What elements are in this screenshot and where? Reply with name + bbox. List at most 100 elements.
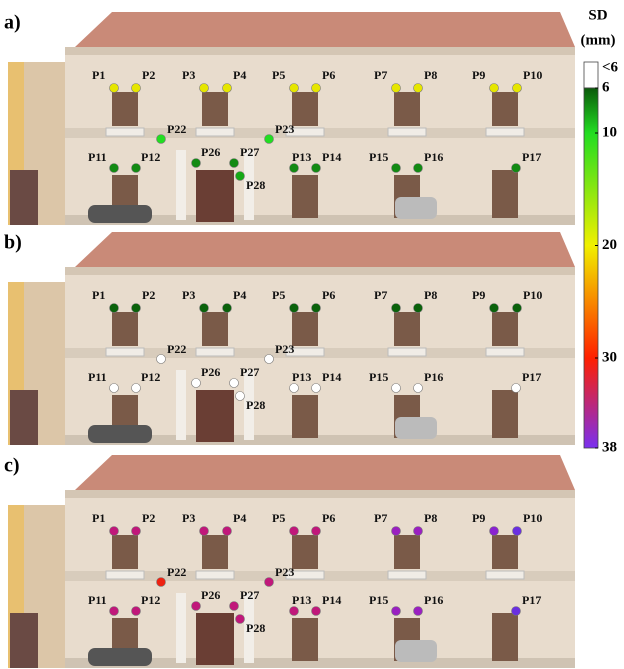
point-label: P9 bbox=[472, 511, 485, 525]
window bbox=[292, 92, 318, 126]
panel-label: b) bbox=[4, 232, 22, 254]
point-label: P10 bbox=[523, 511, 542, 525]
control-point bbox=[230, 602, 239, 611]
point-label: P17 bbox=[522, 150, 541, 164]
cornice bbox=[65, 47, 575, 55]
point-label: P5 bbox=[272, 68, 285, 82]
control-point bbox=[392, 527, 401, 536]
control-point bbox=[265, 578, 274, 587]
colorbar-tick-label: 10 bbox=[602, 124, 617, 140]
point-label: P1 bbox=[92, 511, 105, 525]
window bbox=[292, 312, 318, 346]
panel: b)P1P2P3P4P5P6P7P8P9P10P22P23P11P12P26P2… bbox=[4, 232, 575, 445]
point-label: P9 bbox=[472, 288, 485, 302]
cornice bbox=[65, 490, 575, 498]
point-label: P12 bbox=[141, 370, 160, 384]
control-point bbox=[110, 164, 119, 173]
control-point bbox=[157, 135, 166, 144]
control-point bbox=[392, 84, 401, 93]
control-point bbox=[236, 615, 245, 624]
point-label: P6 bbox=[322, 288, 335, 302]
car bbox=[88, 425, 152, 443]
control-point bbox=[157, 578, 166, 587]
balustrade bbox=[486, 128, 524, 136]
point-label: P14 bbox=[322, 150, 341, 164]
control-point bbox=[110, 84, 119, 93]
point-label: P5 bbox=[272, 511, 285, 525]
control-point bbox=[192, 159, 201, 168]
control-point bbox=[236, 392, 245, 401]
panel: c)P1P2P3P4P5P6P7P8P9P10P22P23P11P12P26P2… bbox=[4, 455, 575, 668]
point-label: P28 bbox=[246, 621, 265, 635]
control-point bbox=[513, 527, 522, 536]
balustrade bbox=[388, 571, 426, 579]
point-label: P11 bbox=[88, 150, 107, 164]
control-point bbox=[157, 355, 166, 364]
window bbox=[492, 613, 518, 661]
point-label: P22 bbox=[167, 122, 186, 136]
control-point bbox=[312, 527, 321, 536]
panel-label: c) bbox=[4, 455, 20, 477]
colorbar bbox=[584, 88, 598, 448]
window bbox=[394, 92, 420, 126]
point-label: P28 bbox=[246, 178, 265, 192]
point-label: P7 bbox=[374, 511, 387, 525]
control-point bbox=[512, 607, 521, 616]
window bbox=[202, 92, 228, 126]
control-point bbox=[312, 164, 321, 173]
point-label: P7 bbox=[374, 288, 387, 302]
point-label: P16 bbox=[424, 593, 443, 607]
left-door bbox=[10, 613, 38, 668]
point-label: P2 bbox=[142, 511, 155, 525]
colorbar-under-label: <6 bbox=[602, 59, 619, 75]
control-point bbox=[223, 527, 232, 536]
door bbox=[196, 613, 234, 665]
control-point bbox=[132, 607, 141, 616]
balustrade bbox=[106, 571, 144, 579]
control-point bbox=[414, 607, 423, 616]
balustrade bbox=[106, 128, 144, 136]
control-point bbox=[290, 607, 299, 616]
control-point bbox=[290, 384, 299, 393]
car bbox=[395, 417, 437, 439]
point-label: P8 bbox=[424, 288, 437, 302]
window bbox=[492, 170, 518, 218]
control-point bbox=[312, 384, 321, 393]
window bbox=[492, 92, 518, 126]
point-label: P11 bbox=[88, 593, 107, 607]
column bbox=[176, 593, 186, 663]
control-point bbox=[414, 527, 423, 536]
door bbox=[196, 170, 234, 222]
point-label: P22 bbox=[167, 565, 186, 579]
point-label: P9 bbox=[472, 68, 485, 82]
control-point bbox=[132, 384, 141, 393]
control-point bbox=[392, 304, 401, 313]
colorbar-unit: (mm) bbox=[581, 32, 616, 48]
point-label: P17 bbox=[522, 370, 541, 384]
control-point bbox=[200, 527, 209, 536]
window bbox=[292, 395, 318, 438]
control-point bbox=[110, 384, 119, 393]
balustrade bbox=[388, 348, 426, 356]
point-label: P1 bbox=[92, 68, 105, 82]
control-point bbox=[132, 527, 141, 536]
point-label: P13 bbox=[292, 370, 311, 384]
column bbox=[176, 370, 186, 440]
colorbar-tick-label: 6 bbox=[602, 79, 610, 95]
control-point bbox=[110, 607, 119, 616]
control-point bbox=[110, 527, 119, 536]
control-point bbox=[290, 527, 299, 536]
control-point bbox=[512, 164, 521, 173]
control-point bbox=[414, 384, 423, 393]
window bbox=[292, 535, 318, 569]
balustrade bbox=[196, 128, 234, 136]
point-label: P22 bbox=[167, 342, 186, 356]
point-label: P14 bbox=[322, 370, 341, 384]
control-point bbox=[132, 164, 141, 173]
point-label: P2 bbox=[142, 68, 155, 82]
control-point bbox=[312, 304, 321, 313]
point-label: P28 bbox=[246, 398, 265, 412]
control-point bbox=[490, 84, 499, 93]
point-label: P2 bbox=[142, 288, 155, 302]
